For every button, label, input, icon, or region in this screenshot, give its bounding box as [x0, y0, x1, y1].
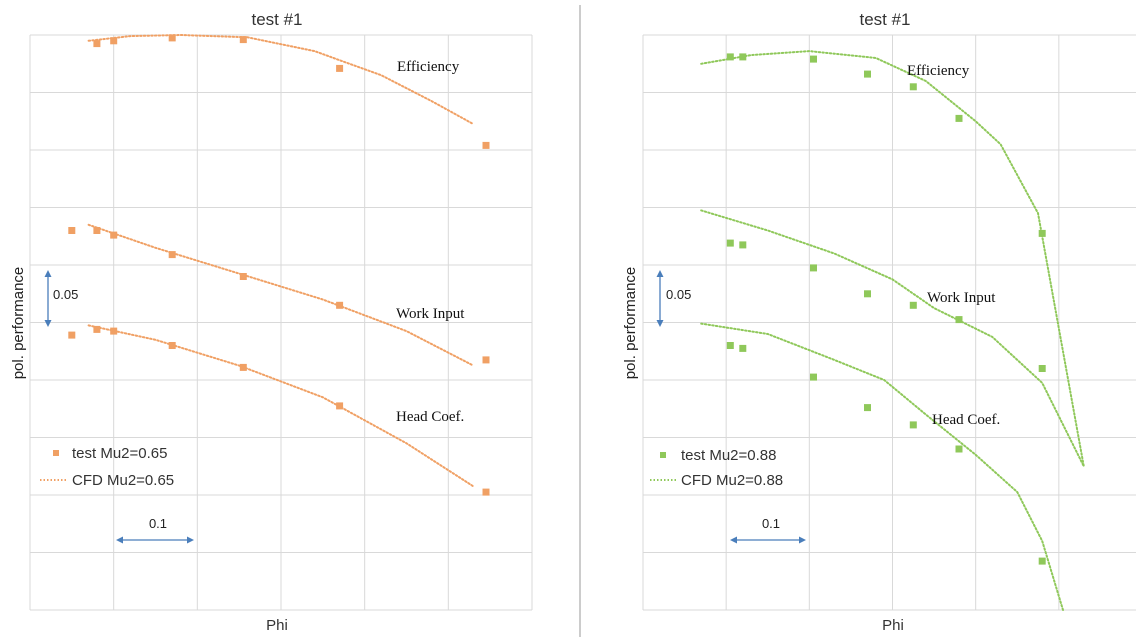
- test-point-head-coef-right: [955, 445, 963, 453]
- cfd-line-efficiency-right: [700, 50, 1085, 468]
- test-point-work-input-left: [110, 231, 118, 239]
- series-lines-left: [87, 33, 475, 488]
- test-point-head-coef-right: [1038, 557, 1046, 565]
- cfd-line-head-coef-right: [700, 322, 1064, 611]
- legend-marker-swatch-right: [660, 452, 666, 458]
- y-axis-label-right: pol. performance: [622, 267, 639, 380]
- cfd-line-work-input-left: [87, 223, 475, 367]
- horizontal-scale-bar-left: 0.1: [116, 516, 194, 544]
- test-point-work-input-right: [810, 264, 817, 272]
- curve-label-work-input-right: Work Input: [927, 290, 996, 306]
- cfd-line-head-coef-left: [87, 324, 475, 488]
- test-point-work-input-left: [68, 227, 76, 234]
- legend-left: test Mu2=0.65 CFD Mu2=0.65: [40, 445, 174, 489]
- series-markers-left: [68, 34, 490, 496]
- test-point-efficiency-right: [726, 53, 734, 61]
- test-point-work-input-right: [739, 241, 747, 249]
- horizontal-scale-label-right: 0.1: [762, 516, 780, 531]
- test-point-head-coef-left: [68, 331, 76, 339]
- x-axis-label-left: Phi: [266, 617, 288, 634]
- chart-title-right: test #1: [859, 10, 910, 29]
- test-point-head-coef-right: [810, 373, 817, 381]
- curve-label-head-coef-right: Head Coef.: [932, 412, 1000, 428]
- test-point-efficiency-right: [739, 53, 747, 61]
- legend-marker-swatch-left: [53, 450, 59, 456]
- y-axis-label-left: pol. performance: [10, 267, 27, 380]
- test-point-head-coef-left: [168, 342, 176, 349]
- test-point-efficiency-left: [239, 36, 247, 44]
- horizontal-scale-label-left: 0.1: [149, 516, 167, 531]
- test-point-work-input-right: [864, 290, 871, 298]
- grid-left: [29, 34, 533, 611]
- grid-right: [642, 34, 1136, 611]
- test-point-head-coef-right: [864, 404, 871, 412]
- test-point-efficiency-right: [955, 114, 963, 122]
- chart-title-left: test #1: [251, 10, 302, 29]
- test-point-head-coef-right: [739, 344, 747, 352]
- series-markers-right: [726, 53, 1046, 565]
- test-point-head-coef-right: [726, 342, 734, 349]
- legend-marker-label-right: test Mu2=0.88: [681, 447, 776, 464]
- series-lines-right: [700, 50, 1085, 611]
- test-point-head-coef-right: [909, 421, 917, 429]
- test-point-work-input-right: [726, 239, 734, 247]
- test-point-work-input-left: [482, 356, 490, 364]
- curve-label-work-input-left: Work Input: [396, 306, 465, 322]
- legend-line-label-right: CFD Mu2=0.88: [681, 472, 783, 489]
- vertical-scale-bar-right: 0.05: [656, 270, 691, 327]
- test-point-efficiency-left: [93, 40, 101, 48]
- vertical-scale-label-right: 0.05: [666, 287, 691, 302]
- legend-line-label-left: CFD Mu2=0.65: [72, 472, 174, 489]
- test-point-efficiency-left: [110, 37, 118, 45]
- curve-label-efficiency-right: Efficiency: [907, 63, 970, 79]
- chart-right: test #1 Phi pol. performance Efficiency …: [622, 10, 1136, 634]
- test-point-head-coef-left: [110, 327, 118, 335]
- test-point-efficiency-right: [864, 70, 871, 78]
- test-point-head-coef-left: [93, 325, 101, 333]
- curve-label-head-coef-left: Head Coef.: [396, 409, 464, 425]
- test-point-efficiency-left: [168, 34, 176, 42]
- test-point-work-input-left: [93, 227, 101, 234]
- vertical-scale-bar-left: 0.05: [44, 270, 78, 327]
- cfd-line-work-input-right: [700, 209, 1085, 468]
- horizontal-scale-bar-right: 0.1: [730, 516, 806, 544]
- test-point-head-coef-left: [336, 402, 344, 410]
- test-point-efficiency-right: [909, 83, 917, 91]
- test-point-efficiency-left: [336, 64, 344, 72]
- test-point-work-input-left: [168, 251, 176, 259]
- test-point-efficiency-left: [482, 141, 490, 149]
- test-point-head-coef-left: [239, 363, 247, 371]
- legend-marker-label-left: test Mu2=0.65: [72, 445, 167, 462]
- curve-label-efficiency-left: Efficiency: [397, 59, 460, 75]
- test-point-head-coef-left: [482, 488, 490, 496]
- legend-right: test Mu2=0.88 CFD Mu2=0.88: [650, 447, 783, 489]
- test-point-work-input-left: [239, 273, 247, 280]
- cfd-line-efficiency-left: [87, 33, 475, 126]
- test-point-efficiency-right: [810, 55, 817, 63]
- chart-left: test #1 Phi pol. performance Efficiency …: [10, 10, 533, 634]
- vertical-scale-label-left: 0.05: [53, 287, 78, 302]
- test-point-work-input-right: [909, 301, 917, 309]
- test-point-work-input-right: [1038, 365, 1046, 372]
- test-point-work-input-left: [336, 301, 344, 309]
- test-point-work-input-right: [955, 316, 963, 324]
- test-point-efficiency-right: [1038, 229, 1046, 237]
- x-axis-label-right: Phi: [882, 617, 904, 634]
